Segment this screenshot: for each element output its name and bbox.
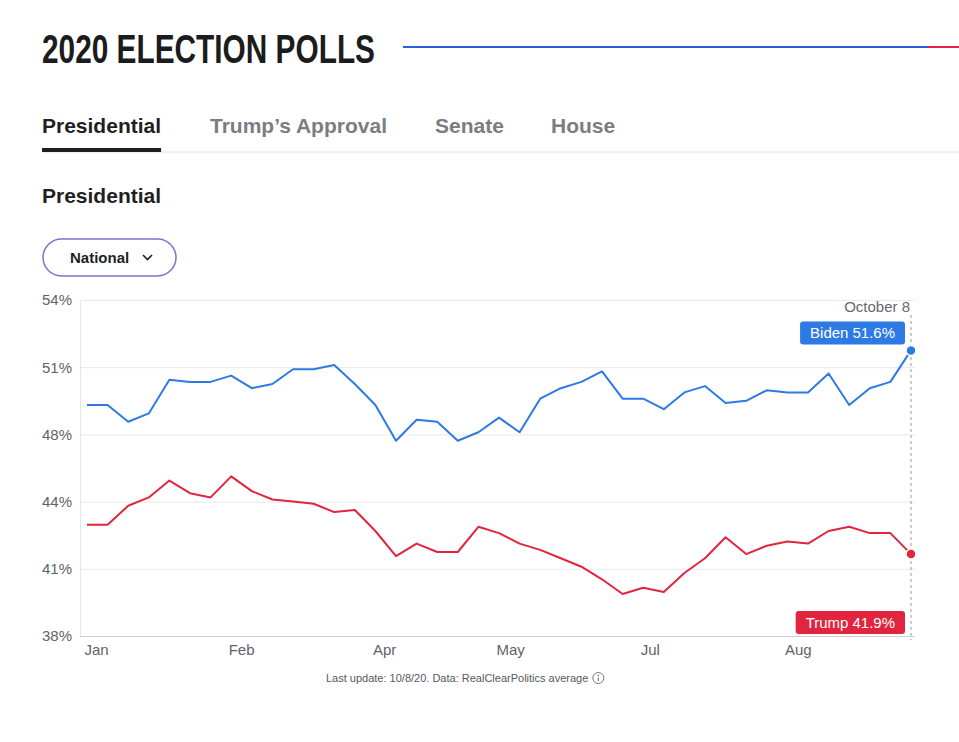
y-tick: 44% — [42, 493, 915, 510]
end-label-text: Biden51.6% — [810, 324, 895, 341]
tab[interactable]: Presidential — [42, 114, 161, 137]
series-line — [87, 350, 911, 440]
info-icon[interactable] — [593, 673, 604, 684]
dropdown-label: National — [70, 249, 129, 266]
header-rule-blue — [403, 46, 928, 48]
tab[interactable]: Trump’s Approval — [210, 114, 387, 137]
series-line — [87, 476, 911, 594]
x-tick: Jul — [641, 636, 660, 658]
dropdown[interactable]: National — [43, 239, 176, 276]
y-tick-label: 54% — [42, 291, 72, 308]
end-point — [906, 345, 915, 355]
x-tick: Apr — [373, 636, 396, 658]
end-labels: Biden51.6% Trump41.9% — [796, 321, 905, 634]
tab[interactable]: Senate — [435, 114, 504, 137]
series-name: Trump — [806, 614, 849, 631]
plot-marks — [87, 345, 915, 594]
series-name: Biden — [810, 324, 848, 341]
header-rule-red — [928, 46, 959, 48]
page: 2020 ELECTION POLLS Presidential Trump’s A… — [0, 0, 959, 742]
footer-text: Last update: 10/8/20. Data: RealClearPol… — [326, 672, 588, 684]
info-icon-stem — [598, 678, 599, 682]
grid-line — [80, 367, 915, 368]
x-tick-label: Jul — [641, 641, 660, 658]
y-tick-label: 38% — [42, 627, 72, 644]
y-tick-label: 41% — [42, 560, 72, 577]
end-label-box — [800, 321, 905, 344]
x-tick: Aug — [785, 636, 812, 658]
grid-line — [80, 434, 915, 435]
y-axis: 38% 41% 44% 48% 51% 54% — [42, 291, 915, 644]
x-tick: May — [497, 636, 526, 658]
tab-separator — [42, 152, 959, 153]
info-icon-dot — [598, 675, 600, 677]
dropdown-box — [43, 239, 176, 276]
y-tick-label: 51% — [42, 359, 72, 376]
end-label-text: Trump41.9% — [806, 614, 895, 631]
value-label: 51.6% — [852, 324, 895, 341]
x-tick-label: Aug — [785, 641, 812, 658]
x-tick: Jan — [85, 636, 109, 658]
x-tick-label: Apr — [373, 641, 396, 658]
x-axis: Jan Feb Apr May Jul Aug — [85, 636, 912, 658]
y-tick: 54% — [42, 291, 915, 308]
y-tick-label: 48% — [42, 426, 72, 443]
x-axis-line — [88, 636, 912, 637]
value-label: 41.9% — [852, 614, 895, 631]
chart-title: Presidential — [42, 184, 161, 207]
x-tick-label: Feb — [229, 641, 255, 658]
x-tick-label: May — [497, 641, 526, 658]
y-tick: 51% — [42, 359, 915, 376]
dropdown-chevron — [143, 255, 152, 260]
y-tick-label: 44% — [42, 493, 72, 510]
active-tab-underline — [42, 148, 161, 152]
end-label: Biden51.6% — [800, 321, 905, 344]
hover-guide — [911, 315, 912, 640]
x-tick: Feb — [229, 636, 255, 658]
info-icon-ring — [593, 673, 604, 684]
y-tick: 41% — [42, 560, 915, 577]
end-point — [906, 549, 915, 559]
y-tick: 48% — [42, 426, 915, 443]
end-label: Trump41.9% — [796, 611, 905, 634]
date-annotation: October 8 — [844, 298, 910, 315]
grid-line — [80, 300, 915, 301]
tab[interactable]: House — [551, 114, 615, 137]
grid-line — [80, 502, 915, 503]
end-label-box — [796, 611, 905, 634]
page-title: 2020 ELECTION POLLS — [42, 27, 375, 71]
x-tick-label: Jan — [85, 641, 109, 658]
y-axis-line — [80, 301, 81, 637]
grid-line — [80, 636, 915, 637]
grid-line — [80, 569, 915, 570]
